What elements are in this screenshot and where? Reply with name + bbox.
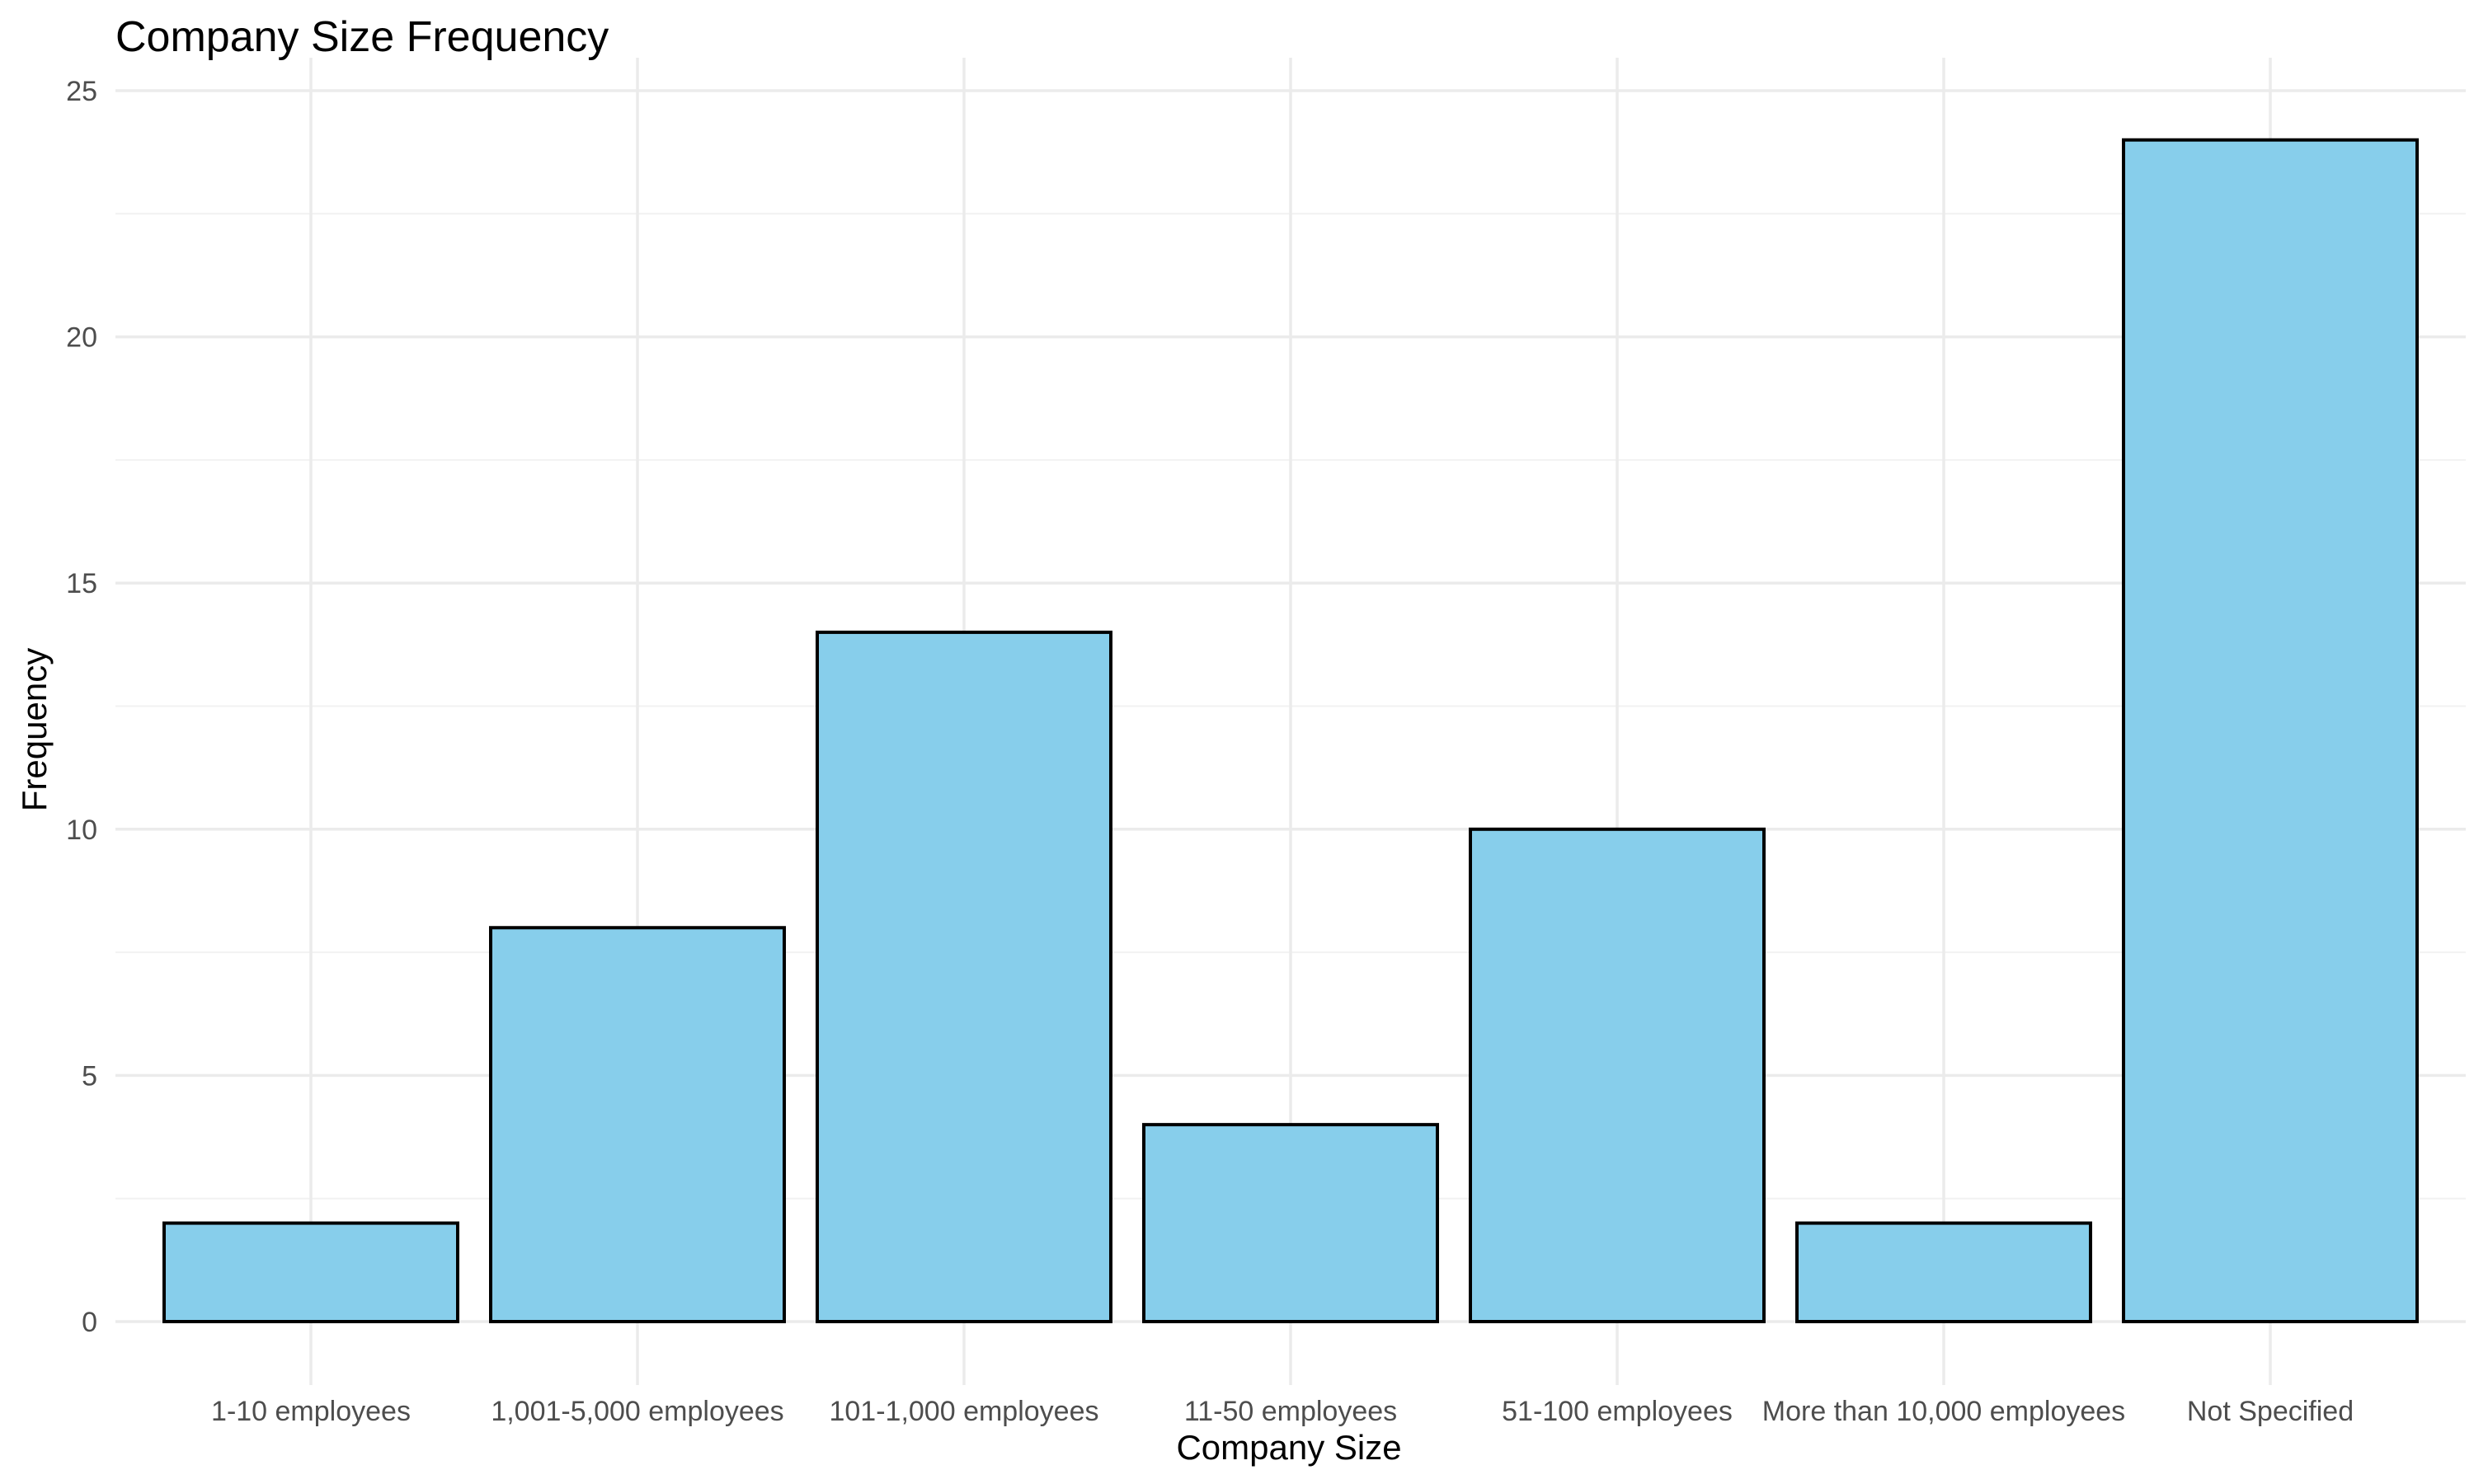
x-tick-label: 101-1,000 employees xyxy=(829,1396,1098,1427)
y-axis-ticks: 0 5 10 15 20 25 xyxy=(66,76,97,1338)
bar xyxy=(162,1221,459,1324)
x-tick-label: 1-10 employees xyxy=(211,1396,411,1427)
x-axis-ticks: 1-10 employees 1,001-5,000 employees 101-1… xyxy=(211,1396,2354,1427)
y-tick-label: 15 xyxy=(66,568,97,599)
chart-title: Company Size Frequency xyxy=(115,13,609,61)
x-axis-title: Company Size xyxy=(1176,1428,1401,1467)
x-tick-label: 1,001-5,000 employees xyxy=(491,1396,783,1427)
y-tick-label: 10 xyxy=(66,815,97,846)
y-tick-label: 5 xyxy=(82,1060,97,1092)
bars xyxy=(162,138,2419,1324)
bar xyxy=(1795,1221,2092,1324)
bar xyxy=(816,630,1112,1323)
x-tick-label: 11-50 employees xyxy=(1184,1396,1397,1427)
bar xyxy=(489,926,786,1323)
x-tick-label: Not Specified xyxy=(2187,1396,2354,1427)
bar xyxy=(2122,138,2419,1324)
x-tick-label: More than 10,000 employees xyxy=(1762,1396,2125,1427)
bar xyxy=(1142,1123,1439,1323)
y-tick-label: 25 xyxy=(66,76,97,107)
y-tick-label: 20 xyxy=(66,322,97,354)
x-tick-label: 51-100 employees xyxy=(1502,1396,1733,1427)
y-axis-title: Frequency xyxy=(15,648,54,811)
bar xyxy=(1469,827,1766,1323)
y-tick-label: 0 xyxy=(82,1307,97,1338)
